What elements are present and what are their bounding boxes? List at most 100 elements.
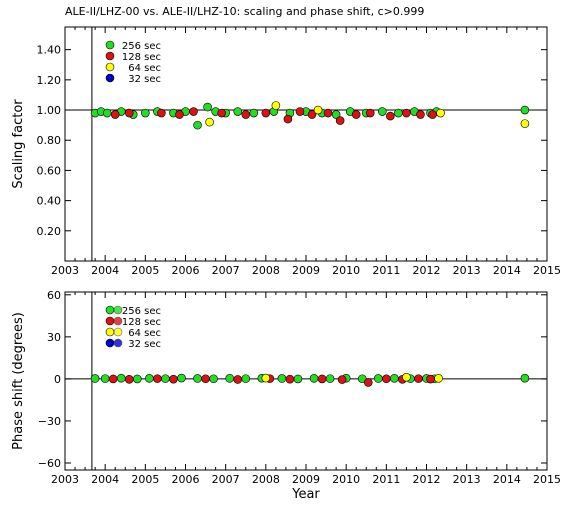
legend-marker bbox=[105, 40, 115, 50]
data-point-256-sec bbox=[133, 374, 142, 384]
data-point-256-sec bbox=[102, 108, 112, 118]
data-point-128-sec bbox=[189, 107, 198, 116]
data-point-256-sec bbox=[277, 374, 287, 383]
data-point-64-sec bbox=[436, 108, 445, 118]
data-point-256-sec bbox=[193, 374, 202, 383]
data-point-128-sec bbox=[335, 116, 345, 125]
y-tick-label: 0.20 bbox=[37, 225, 62, 238]
x-tick-label: 2013 bbox=[453, 473, 481, 486]
legend-label: 32 sec bbox=[128, 74, 161, 85]
legend-marker bbox=[105, 327, 115, 337]
data-point-128-sec bbox=[386, 111, 395, 121]
data-point-256-sec bbox=[90, 374, 100, 383]
legend-marker bbox=[105, 316, 115, 326]
data-point-256-sec bbox=[520, 105, 530, 115]
x-tick-label: 2003 bbox=[51, 473, 79, 486]
legend-label: 256 sec bbox=[122, 306, 161, 317]
data-point-128-sec bbox=[241, 110, 251, 119]
legend-label: 32 sec bbox=[128, 339, 161, 350]
data-point-64-sec bbox=[402, 372, 411, 382]
data-point-256-sec bbox=[209, 374, 218, 384]
x-tick-label: 2014 bbox=[493, 473, 521, 486]
y-tick-label: −30 bbox=[38, 415, 61, 428]
data-point-64-sec bbox=[205, 117, 214, 127]
x-tick-label: 2004 bbox=[91, 473, 119, 486]
x-tick-label: 2009 bbox=[292, 264, 320, 277]
data-point-256-sec bbox=[331, 110, 341, 119]
x-tick-label: 2007 bbox=[212, 264, 240, 277]
y-tick-label: 60 bbox=[47, 289, 61, 302]
data-point-128-sec bbox=[307, 110, 317, 119]
data-point-128-sec bbox=[363, 378, 373, 387]
x-tick-label: 2004 bbox=[91, 264, 119, 277]
data-point-128-sec bbox=[124, 375, 134, 384]
data-point-128-sec bbox=[124, 108, 134, 118]
data-point-128-sec bbox=[416, 110, 425, 119]
y-tick-label: 0.40 bbox=[37, 195, 62, 208]
data-point-128-sec bbox=[217, 108, 226, 118]
x-tick-label: 2005 bbox=[131, 264, 159, 277]
legend-label: 128 sec bbox=[122, 52, 161, 63]
x-tick-label: 2013 bbox=[453, 264, 481, 277]
legend-marker bbox=[113, 338, 123, 348]
legend-label: 128 sec bbox=[122, 317, 161, 328]
data-point-256-sec bbox=[249, 108, 259, 118]
x-tick-label: 2005 bbox=[131, 473, 159, 486]
legend-marker bbox=[105, 305, 115, 315]
x-tick-label: 2003 bbox=[51, 264, 79, 277]
legend-marker bbox=[105, 51, 115, 61]
chart-title: ALE-II/LHZ-00 vs. ALE-II/LHZ-10: scaling… bbox=[65, 5, 424, 18]
data-point-256-sec bbox=[378, 107, 387, 116]
data-point-64-sec bbox=[434, 374, 443, 383]
y-tick-label: 1.20 bbox=[37, 74, 62, 87]
y-axis-label: Scaling factor bbox=[11, 99, 26, 189]
data-point-256-sec bbox=[141, 108, 150, 118]
x-tick-label: 2009 bbox=[292, 473, 320, 486]
data-point-64-sec bbox=[261, 373, 271, 383]
x-tick-label: 2006 bbox=[172, 473, 200, 486]
x-tick-label: 2008 bbox=[252, 264, 280, 277]
scaling-factor-panel: 2003 2004 2005 2006 2007 2008 2009 2010 2011 2012… bbox=[11, 26, 561, 277]
x-tick-label: 2012 bbox=[413, 473, 441, 486]
data-point-64-sec bbox=[520, 119, 530, 128]
legend-marker bbox=[113, 305, 123, 315]
data-point-256-sec bbox=[233, 107, 243, 116]
data-point-128-sec bbox=[283, 114, 293, 124]
legend-marker bbox=[113, 316, 123, 326]
legend-marker bbox=[105, 62, 115, 72]
legend-marker bbox=[113, 327, 123, 337]
x-tick-label: 2011 bbox=[372, 264, 400, 277]
data-point-256-sec bbox=[241, 374, 251, 383]
x-tick-label: 2010 bbox=[332, 473, 360, 486]
data-point-256-sec bbox=[161, 374, 170, 383]
data-point-128-sec bbox=[108, 374, 118, 384]
y-axis-label: Phase shift (degrees) bbox=[11, 312, 26, 450]
data-point-128-sec bbox=[261, 108, 271, 118]
y-tick-label: 0.80 bbox=[37, 134, 62, 147]
x-tick-label: 2008 bbox=[252, 473, 280, 486]
data-point-256-sec bbox=[520, 373, 530, 383]
x-tick-label: 2010 bbox=[332, 264, 360, 277]
data-point-128-sec bbox=[402, 108, 411, 118]
x-tick-label: 2007 bbox=[212, 473, 240, 486]
x-tick-label: 2014 bbox=[493, 264, 521, 277]
data-point-128-sec bbox=[157, 108, 166, 118]
data-point-256-sec bbox=[325, 374, 335, 383]
data-point-256-sec bbox=[390, 374, 399, 383]
data-point-128-sec bbox=[285, 374, 295, 384]
x-tick-label: 2015 bbox=[533, 264, 561, 277]
data-point-128-sec bbox=[175, 110, 184, 119]
data-point-256-sec bbox=[293, 374, 303, 384]
data-point-256-sec bbox=[145, 374, 154, 383]
y-tick-label: 30 bbox=[47, 331, 61, 344]
data-point-128-sec bbox=[110, 110, 120, 119]
data-point-128-sec bbox=[351, 110, 361, 119]
data-point-128-sec bbox=[169, 374, 178, 384]
legend-marker bbox=[105, 338, 115, 348]
y-tick-label: 1.00 bbox=[37, 104, 62, 117]
data-point-256-sec bbox=[373, 374, 383, 383]
data-point-256-sec bbox=[225, 374, 234, 383]
data-point-256-sec bbox=[309, 374, 319, 383]
x-tick-label: 2011 bbox=[372, 473, 400, 486]
